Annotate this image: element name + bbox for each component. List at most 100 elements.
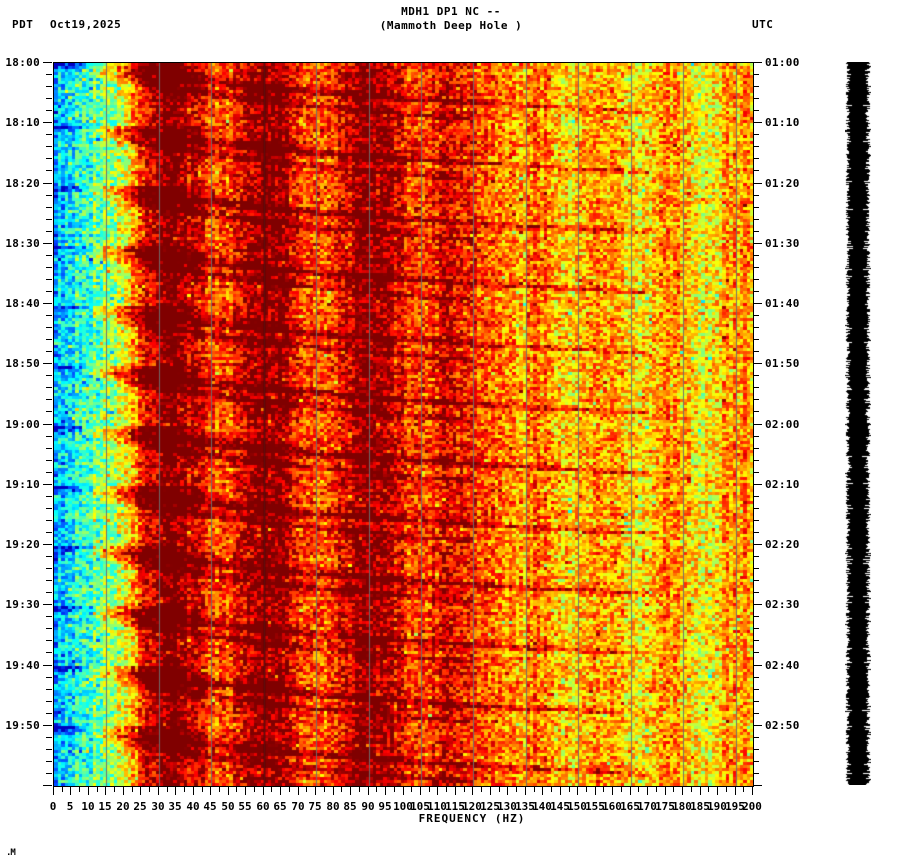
y-tick-left <box>46 737 52 738</box>
x-tick <box>630 786 631 795</box>
y-axis-label-left: 19:50 <box>5 719 40 732</box>
y-tick-left <box>46 351 52 352</box>
header-timezone-right: UTC <box>752 18 774 31</box>
y-tick-left <box>46 689 52 690</box>
x-tick <box>210 786 211 795</box>
y-tick-right <box>753 544 762 545</box>
header-date: Oct19,2025 <box>50 18 122 31</box>
y-tick-right <box>753 424 762 425</box>
x-tick <box>158 786 159 795</box>
y-axis-label-left: 18:50 <box>5 357 40 370</box>
y-tick-right <box>753 785 762 786</box>
y-tick-left <box>46 267 52 268</box>
y-tick-left <box>46 339 52 340</box>
y-tick-left <box>46 508 52 509</box>
x-tick <box>455 786 456 795</box>
y-axis-label-right: 01:20 <box>765 177 800 190</box>
y-axis-label-right: 01:50 <box>765 357 800 370</box>
y-tick-left <box>46 773 52 774</box>
x-tick <box>175 786 176 795</box>
y-tick-left <box>46 448 52 449</box>
x-tick <box>123 786 124 795</box>
x-tick <box>333 786 334 795</box>
y-tick-right <box>753 604 762 605</box>
y-axis-label-left: 19:00 <box>5 418 40 431</box>
y-tick-right <box>753 122 762 123</box>
y-axis-label-left: 19:10 <box>5 478 40 491</box>
y-tick-right <box>753 243 762 244</box>
y-tick-left <box>43 363 52 364</box>
x-tick <box>665 786 666 795</box>
x-tick <box>735 786 736 795</box>
x-tick <box>193 786 194 795</box>
spectrogram-image <box>54 63 753 786</box>
y-tick-left <box>46 195 52 196</box>
y-tick-left <box>46 146 52 147</box>
y-tick-left <box>46 761 52 762</box>
y-tick-left <box>46 749 52 750</box>
y-tick-left <box>46 134 52 135</box>
x-tick <box>140 786 141 795</box>
x-tick <box>595 786 596 795</box>
y-axis-label-left: 19:20 <box>5 538 40 551</box>
y-tick-left <box>46 472 52 473</box>
y-tick-left <box>46 556 52 557</box>
x-axis-title-text: FREQUENCY (HZ) <box>418 812 526 825</box>
y-tick-right <box>753 62 762 63</box>
x-tick <box>368 786 369 795</box>
y-tick-left <box>46 640 52 641</box>
y-tick-left <box>46 532 52 533</box>
y-tick-left <box>46 255 52 256</box>
y-tick-left <box>43 484 52 485</box>
y-axis-label-left: 18:40 <box>5 297 40 310</box>
y-axis-label-right: 02:30 <box>765 598 800 611</box>
y-tick-left <box>46 399 52 400</box>
y-tick-left <box>43 183 52 184</box>
y-tick-left <box>46 170 52 171</box>
y-tick-left <box>46 279 52 280</box>
x-tick <box>490 786 491 795</box>
y-tick-left <box>46 411 52 412</box>
y-axis-label-right: 01:40 <box>765 297 800 310</box>
y-tick-left <box>43 424 52 425</box>
x-tick <box>507 786 508 795</box>
y-axis-label-right: 01:10 <box>765 116 800 129</box>
y-axis-label-left: 18:30 <box>5 237 40 250</box>
y-tick-left <box>43 785 52 786</box>
x-tick <box>472 786 473 795</box>
x-tick <box>88 786 89 795</box>
x-tick <box>105 786 106 795</box>
y-tick-left <box>46 580 52 581</box>
y-tick-left <box>46 291 52 292</box>
x-tick <box>525 786 526 795</box>
y-axis-label-left: 19:40 <box>5 659 40 672</box>
x-tick <box>717 786 718 795</box>
spectrogram-plot[interactable] <box>53 62 754 787</box>
y-tick-left <box>46 568 52 569</box>
y-tick-left <box>46 677 52 678</box>
y-tick-left <box>46 436 52 437</box>
x-tick <box>263 786 264 795</box>
x-tick <box>577 786 578 795</box>
y-axis-label-left: 19:30 <box>5 598 40 611</box>
y-tick-left <box>46 74 52 75</box>
y-tick-left <box>46 701 52 702</box>
y-tick-right <box>753 363 762 364</box>
x-tick <box>682 786 683 795</box>
page-subtitle: (Mammoth Deep Hole ) <box>379 19 523 32</box>
y-tick-right <box>753 725 762 726</box>
x-tick <box>53 786 54 795</box>
x-tick <box>752 786 753 795</box>
y-tick-left <box>46 592 52 593</box>
y-tick-right <box>753 303 762 304</box>
x-tick <box>315 786 316 795</box>
y-tick-left <box>46 375 52 376</box>
y-tick-left <box>43 62 52 63</box>
x-tick <box>245 786 246 795</box>
y-axis-label-right: 02:50 <box>765 719 800 732</box>
y-tick-left <box>43 604 52 605</box>
y-axis-label-left: 18:00 <box>5 56 40 69</box>
y-tick-left <box>46 616 52 617</box>
y-tick-left <box>46 110 52 111</box>
x-tick <box>700 786 701 795</box>
